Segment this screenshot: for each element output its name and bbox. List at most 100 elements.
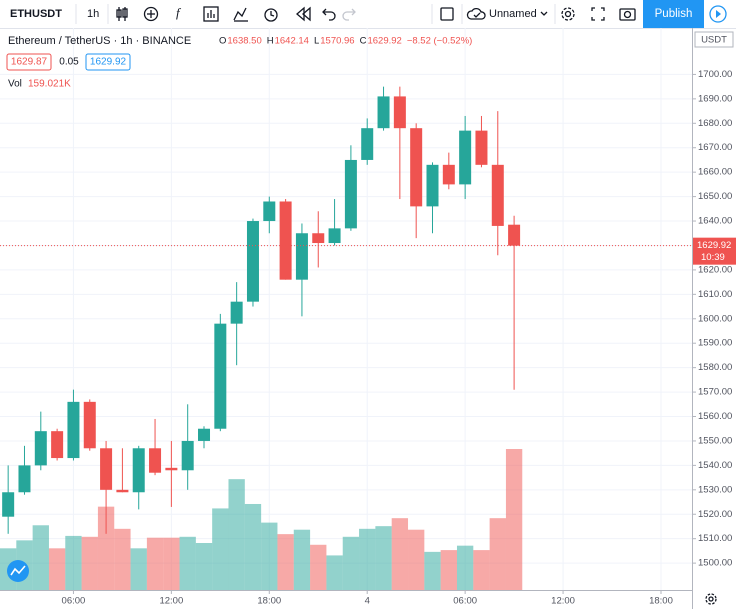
volume-bar bbox=[261, 522, 278, 590]
volume-bar bbox=[277, 534, 294, 590]
volume-bar bbox=[212, 508, 229, 590]
y-tick-label: 1650.00 bbox=[698, 191, 732, 202]
ask: 1629.92 bbox=[90, 57, 127, 68]
indicators-icon[interactable]: f bbox=[176, 5, 182, 20]
last-price-label: 1629.92 bbox=[697, 240, 731, 251]
candle-body bbox=[165, 467, 178, 471]
volume-bar bbox=[326, 555, 343, 590]
y-tick-label: 1560.00 bbox=[698, 411, 732, 422]
ohlc-readout: O 1638.50 H 1642.14 L 1570.96 C 1629.92 −8.52 (−… bbox=[219, 36, 472, 47]
publish-button[interactable] bbox=[643, 0, 704, 28]
plot: 1500.00 1510.00 1520.00 1530.00 1540.00 1550.… bbox=[0, 28, 736, 609]
fullscreen-icon[interactable] bbox=[591, 7, 605, 21]
candle-body bbox=[198, 428, 211, 441]
volume-bar bbox=[342, 536, 360, 590]
publish-label[interactable]: Publish bbox=[655, 8, 693, 20]
volume-bar bbox=[114, 528, 131, 590]
volume-bar bbox=[163, 537, 180, 590]
volume-label: Vol bbox=[8, 79, 22, 90]
y-tick-label: 1660.00 bbox=[698, 167, 732, 178]
legend: Ethereum / TetherUS · 1h · BINANCE O 1638… bbox=[6, 35, 472, 90]
y-tick-label: 1510.00 bbox=[698, 533, 732, 544]
candle-body bbox=[393, 96, 406, 129]
snapshot-icon[interactable] bbox=[619, 8, 636, 21]
volume-bar bbox=[244, 503, 262, 590]
candle-body bbox=[328, 228, 341, 244]
cloud-icon[interactable] bbox=[466, 7, 486, 20]
candle-body bbox=[230, 301, 243, 324]
chart-type-icon[interactable] bbox=[116, 7, 128, 21]
x-tick-label: 06:00 bbox=[62, 596, 86, 607]
undo-icon[interactable] bbox=[322, 8, 336, 21]
candle-body bbox=[132, 448, 145, 493]
volume-bar bbox=[195, 543, 213, 590]
candle-body bbox=[410, 128, 423, 207]
replay-icon[interactable] bbox=[233, 7, 248, 22]
x-tick-label: 4 bbox=[365, 596, 370, 607]
candle-body bbox=[246, 221, 259, 302]
select-icon[interactable] bbox=[440, 7, 454, 21]
toolbar: ETHUSDT 1h f Unnamed Publish bbox=[0, 0, 736, 29]
candle-body bbox=[442, 164, 455, 185]
symbol-title: Ethereum / TetherUS · 1h · BINANCE bbox=[8, 35, 191, 47]
candle-body bbox=[83, 401, 96, 449]
settings-icon[interactable] bbox=[561, 7, 575, 21]
candle-body bbox=[377, 96, 390, 129]
y-tick-label: 1610.00 bbox=[698, 289, 732, 300]
compare-icon[interactable] bbox=[143, 6, 159, 22]
last-price-box bbox=[693, 237, 736, 265]
candle-body bbox=[459, 130, 472, 185]
readout-label: O bbox=[219, 36, 226, 47]
layout-name[interactable]: Unnamed bbox=[489, 8, 537, 20]
volume-bar bbox=[130, 548, 147, 590]
bid: 1629.87 bbox=[11, 57, 48, 68]
candle-body bbox=[279, 201, 292, 280]
candle-body bbox=[2, 492, 15, 517]
currency-box bbox=[694, 31, 734, 48]
readout-label: L bbox=[314, 36, 319, 47]
candle-body bbox=[475, 130, 488, 165]
readout-value: 1638.50 bbox=[227, 36, 261, 47]
volume-bar bbox=[359, 528, 376, 590]
templates-icon[interactable] bbox=[203, 6, 219, 22]
interval[interactable]: 1h bbox=[87, 8, 99, 20]
volume-bar bbox=[32, 525, 49, 590]
readout-change: −8.52 (−0.52%) bbox=[407, 36, 473, 47]
spread: 0.05 bbox=[59, 57, 79, 68]
candle-body bbox=[312, 233, 325, 244]
volume-bar bbox=[375, 526, 392, 590]
candle-body bbox=[508, 224, 521, 246]
volume-bar bbox=[408, 529, 425, 590]
volume-bar bbox=[65, 535, 82, 590]
y-tick-label: 1540.00 bbox=[698, 460, 732, 471]
symbol[interactable]: ETHUSDT bbox=[10, 8, 62, 20]
countdown: 10:39 bbox=[701, 252, 725, 263]
readout-value: 1642.14 bbox=[275, 36, 309, 47]
y-tick-label: 1680.00 bbox=[698, 118, 732, 129]
x-tick-label: 18:00 bbox=[649, 596, 673, 607]
y-tick-label: 1620.00 bbox=[698, 264, 732, 275]
y-tick-label: 1600.00 bbox=[698, 313, 732, 324]
volume-bar bbox=[424, 551, 441, 590]
readout-label: H bbox=[267, 36, 274, 47]
x-tick-label: 18:00 bbox=[257, 596, 281, 607]
logo[interactable] bbox=[7, 560, 29, 582]
layout-menu-icon[interactable] bbox=[540, 11, 548, 16]
candle-body bbox=[426, 164, 439, 207]
candle-body bbox=[263, 201, 276, 222]
readout-value: 1629.92 bbox=[367, 36, 401, 47]
volume-bar bbox=[391, 518, 409, 590]
candle-body bbox=[491, 164, 504, 226]
candle-body bbox=[295, 233, 308, 280]
alert-icon[interactable] bbox=[264, 8, 278, 22]
axis-settings-icon[interactable] bbox=[705, 593, 717, 605]
play-icon[interactable] bbox=[709, 5, 727, 23]
ask-box bbox=[85, 53, 131, 71]
rewind-icon[interactable] bbox=[296, 6, 311, 22]
redo-icon[interactable] bbox=[342, 8, 356, 21]
y-tick-label: 1690.00 bbox=[698, 93, 732, 104]
volume-bar bbox=[146, 537, 164, 590]
y-tick-label: 1700.00 bbox=[698, 69, 732, 80]
